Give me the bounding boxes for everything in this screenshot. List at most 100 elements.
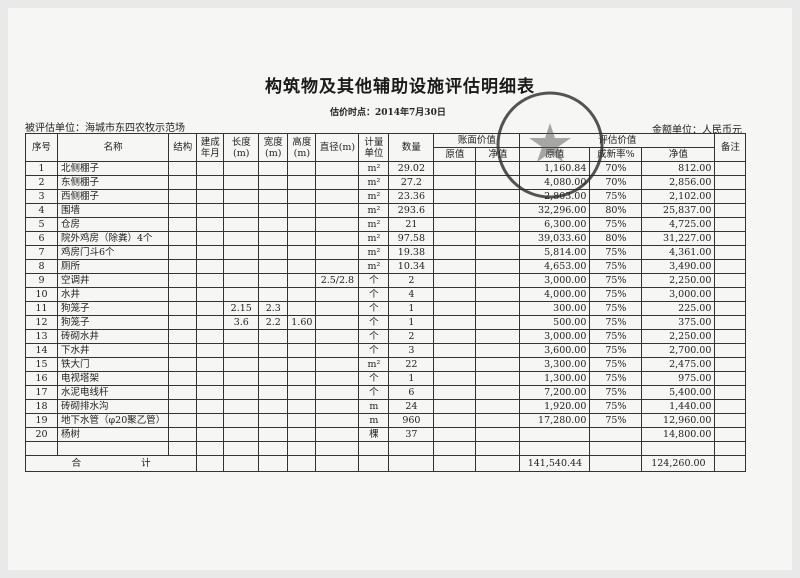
- cell-book-original: [433, 189, 477, 204]
- cell-name: 砖砌水井: [56, 329, 170, 344]
- table-row: 10 水井 个 4 4,000.00 75% 3,000.00: [25, 287, 747, 302]
- cell-appr-net: 4,725.00: [641, 217, 716, 232]
- cell-remark: [714, 287, 747, 302]
- cell-height: [287, 245, 317, 260]
- cell-book-net: [475, 371, 521, 386]
- cell-structure: [168, 343, 198, 358]
- cell-diameter: [315, 203, 360, 218]
- cell-no: 14: [25, 343, 58, 358]
- cell-width: [258, 413, 289, 428]
- cell-remark: [714, 441, 747, 456]
- cell-appr-net: 1,440.00: [641, 399, 716, 414]
- cell-appr-net: 812.00: [641, 161, 716, 176]
- table-row: 8 厕所 m² 10.34 4,653.00 75% 3,490.00: [25, 259, 747, 274]
- cell-structure: [168, 357, 198, 372]
- cell-structure: [168, 231, 198, 246]
- cell-structure: [168, 273, 198, 288]
- cell-height: [287, 161, 317, 176]
- table-row: 2 东侧棚子 m² 27.2 4,080.00 70% 2,856.00: [25, 175, 747, 190]
- cell-total-width: [258, 455, 289, 472]
- cell-total-appr-original: 141,540.44: [519, 455, 591, 472]
- cell-appr-net: 12,960.00: [641, 413, 716, 428]
- header-appr-net: 净值: [641, 147, 716, 162]
- cell-appr-original: 4,080.00: [519, 175, 591, 190]
- cell-width: 2.3: [258, 301, 289, 316]
- cell-remark: [714, 329, 747, 344]
- cell-appr-original: 4,653.00: [519, 259, 591, 274]
- cell-quantity: 1: [388, 315, 435, 330]
- cell-length: [223, 427, 260, 442]
- cell-book-original: [433, 301, 477, 316]
- cell-quantity: 21: [388, 217, 435, 232]
- cell-unit: [358, 441, 390, 456]
- cell-unit: m²: [358, 189, 390, 204]
- header-book-net: 净值: [475, 147, 521, 162]
- cell-structure: [168, 371, 198, 386]
- cell-structure: [168, 427, 198, 442]
- cell-quantity: 27.2: [388, 175, 435, 190]
- cell-book-net: [475, 217, 521, 232]
- cell-height: [287, 273, 317, 288]
- cell-length: [223, 371, 260, 386]
- cell-quantity: 3: [388, 343, 435, 358]
- cell-unit: m²: [358, 217, 390, 232]
- cell-appr-net: 31,227.00: [641, 231, 716, 246]
- cell-rate: 75%: [589, 399, 643, 414]
- appraised-entity: 被评估单位：海城市东四农牧示范场: [25, 123, 185, 134]
- cell-book-net: [475, 189, 521, 204]
- cell-rate: 70%: [589, 175, 643, 190]
- cell-appr-net: 3,490.00: [641, 259, 716, 274]
- cell-appr-net: 3,000.00: [641, 287, 716, 302]
- header-appraised-value: 评估价值: [519, 133, 716, 148]
- cell-height: [287, 399, 317, 414]
- cell-built: [196, 399, 225, 414]
- cell-diameter: [315, 161, 360, 176]
- cell-quantity: 10.34: [388, 259, 435, 274]
- cell-built: [196, 357, 225, 372]
- cell-quantity: 23.36: [388, 189, 435, 204]
- cell-appr-original: [519, 441, 591, 456]
- cell-no: 4: [25, 203, 58, 218]
- cell-length: [223, 189, 260, 204]
- cell-remark: [714, 315, 747, 330]
- cell-quantity: 22: [388, 357, 435, 372]
- cell-diameter: [315, 217, 360, 232]
- cell-total-book-net: [475, 455, 521, 472]
- cell-no: 3: [25, 189, 58, 204]
- cell-width: [258, 427, 289, 442]
- header-appr-original: 原值: [519, 147, 591, 162]
- table-row: 16 电视塔架 个 1 1,300.00 75% 975.00: [25, 371, 747, 386]
- cell-length: [223, 385, 260, 400]
- appraisal-table: 序号 名称 结构 建成年月 长度(m) 宽度(m) 高度(m) 直径(m) 计量…: [24, 133, 747, 472]
- cell-height: [287, 301, 317, 316]
- cell-name: 电视塔架: [56, 371, 170, 386]
- table-row: 18 砖砌排水沟 m 24 1,920.00 75% 1,440.00: [25, 399, 747, 414]
- cell-name: 狗笼子: [56, 315, 170, 330]
- cell-book-net: [475, 343, 521, 358]
- cell-structure: [168, 189, 198, 204]
- cell-length: [223, 441, 260, 456]
- cell-rate: 75%: [589, 329, 643, 344]
- total-label-2: 计: [141, 458, 151, 469]
- cell-name: 地下水管（φ20聚乙管）: [56, 413, 170, 428]
- cell-appr-net: 5,400.00: [641, 385, 716, 400]
- cell-book-net: [475, 427, 521, 442]
- cell-book-net: [475, 441, 521, 456]
- cell-unit: 个: [358, 287, 390, 302]
- cell-book-net: [475, 231, 521, 246]
- cell-remark: [714, 413, 747, 428]
- header-diameter: 直径(m): [315, 133, 360, 162]
- cell-remark: [714, 357, 747, 372]
- cell-name: 围墙: [56, 203, 170, 218]
- cell-appr-original: [519, 427, 591, 442]
- cell-height: [287, 175, 317, 190]
- cell-rate: 75%: [589, 273, 643, 288]
- cell-width: [258, 343, 289, 358]
- cell-appr-net: 2,856.00: [641, 175, 716, 190]
- cell-remark: [714, 273, 747, 288]
- cell-book-original: [433, 385, 477, 400]
- cell-height: [287, 231, 317, 246]
- cell-no: 10: [25, 287, 58, 302]
- cell-structure: [168, 161, 198, 176]
- cell-name: 西侧棚子: [56, 189, 170, 204]
